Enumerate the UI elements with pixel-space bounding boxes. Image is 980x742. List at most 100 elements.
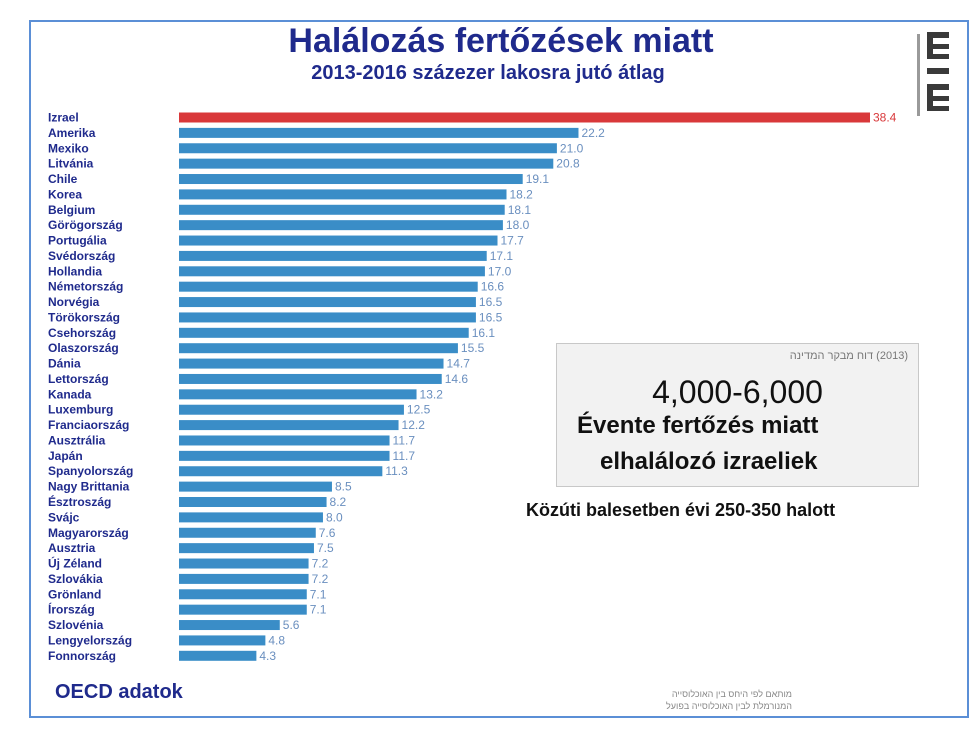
category-label: Törökország	[48, 310, 120, 324]
category-label: Amerika	[48, 126, 96, 140]
value-label: 17.0	[488, 264, 512, 278]
mlm-logo-icon	[917, 32, 949, 116]
category-label: Luxemburg	[48, 403, 113, 417]
bar	[179, 373, 442, 384]
category-label: Új Zéland	[48, 556, 102, 571]
bar	[179, 266, 485, 277]
chart-subtitle: 2013-2016 százezer lakosra jutó átlag	[311, 62, 665, 84]
value-label: 8.0	[326, 510, 343, 524]
category-label: Franciaország	[48, 418, 129, 432]
value-label: 5.6	[283, 618, 300, 632]
bar	[179, 312, 476, 323]
category-label: Csehország	[48, 326, 116, 340]
category-label: Hollandia	[48, 264, 102, 278]
chart-title: Halálozás fertőzések miatt	[288, 22, 714, 60]
category-label: Dánia	[48, 357, 81, 371]
bar	[179, 589, 307, 600]
bar	[179, 420, 399, 431]
category-label: Chile	[48, 172, 78, 186]
category-label: Belgium	[48, 203, 95, 217]
category-label: Norvégia	[48, 295, 100, 309]
category-label: Izrael	[48, 111, 79, 125]
category-label: Olaszország	[48, 341, 119, 355]
category-label: Ausztria	[48, 541, 96, 555]
info-box: (2013) דוח מבקר המדינה 4,000-6,000 Évent…	[556, 343, 919, 487]
footnote-line-2: המנורמלת לבין האוכלוסייה בפועל	[666, 701, 792, 711]
value-label: 13.2	[420, 387, 444, 401]
footnote: מותאם לפי היחס בין האוכלוסייה המנורמלת ל…	[666, 688, 792, 712]
value-label: 12.5	[407, 403, 431, 417]
bar	[179, 543, 314, 554]
value-label: 11.3	[385, 464, 408, 478]
category-label: Fonnország	[48, 649, 116, 663]
bar	[179, 204, 505, 215]
value-label: 16.1	[472, 326, 496, 340]
source-label: OECD adatok	[55, 681, 183, 703]
bar	[179, 250, 487, 261]
bar	[179, 297, 476, 308]
category-label: Svédország	[48, 249, 115, 263]
category-label: Kanada	[48, 387, 92, 401]
value-label: 4.8	[268, 633, 285, 647]
bar	[179, 481, 332, 492]
category-label: Németország	[48, 280, 123, 294]
bar	[179, 143, 557, 154]
footnote-line-1: מותאם לפי היחס בין האוכלוסייה	[671, 689, 792, 699]
category-label: Japán	[48, 449, 83, 463]
bar	[179, 189, 507, 200]
category-label: Görögország	[48, 218, 123, 232]
value-label: 7.1	[310, 603, 327, 617]
value-label: 20.8	[556, 157, 580, 171]
category-label: Ausztrália	[48, 433, 106, 447]
category-label: Grönland	[48, 587, 101, 601]
value-label: 17.7	[501, 234, 525, 248]
bar	[179, 573, 309, 584]
value-label: 18.1	[508, 203, 532, 217]
category-label: Lengyelország	[48, 633, 132, 647]
bar	[179, 450, 390, 461]
bar	[179, 635, 266, 646]
category-label: Litvánia	[48, 157, 94, 171]
bar	[179, 497, 327, 507]
value-label: 12.2	[402, 418, 426, 432]
value-label: 19.1	[526, 172, 550, 186]
bar	[179, 158, 554, 169]
value-label: 4.3	[259, 649, 276, 663]
value-label: 11.7	[393, 449, 416, 463]
value-label: 8.2	[330, 495, 347, 509]
bar	[179, 281, 478, 292]
value-label: 7.6	[319, 526, 336, 540]
value-label: 7.2	[312, 557, 329, 571]
value-label: 15.5	[461, 341, 485, 355]
bar	[179, 527, 316, 538]
bar	[179, 327, 469, 338]
road-accident-note: Közúti balesetben évi 250-350 halott	[526, 500, 836, 520]
value-label: 18.0	[506, 218, 530, 232]
value-label: 8.5	[335, 480, 352, 494]
category-label: Mexiko	[48, 141, 89, 155]
info-caption: (2013) דוח מבקר המדינה	[789, 350, 908, 362]
category-label: Észtroszág	[48, 494, 111, 509]
category-label: Svájc	[48, 510, 80, 524]
info-line-1: Évente fertőzés miatt	[577, 412, 819, 439]
category-label: Nagy Brittania	[48, 480, 130, 494]
value-label: 7.5	[317, 541, 334, 555]
bar	[179, 343, 458, 354]
bar	[179, 512, 323, 523]
value-label: 17.1	[490, 249, 514, 263]
info-line-2: elhalálozó izraeliek	[600, 448, 818, 475]
bar	[179, 435, 390, 446]
bar	[179, 620, 280, 631]
category-label: Korea	[48, 187, 82, 201]
value-label: 22.2	[581, 126, 605, 140]
bar	[179, 558, 309, 569]
category-label: Szlovákia	[48, 572, 103, 586]
category-label: Szlovénia	[48, 618, 104, 632]
category-label: Írország	[48, 602, 95, 617]
category-label: Lettország	[48, 372, 109, 386]
value-label: 11.7	[393, 433, 416, 447]
value-label: 7.1	[310, 587, 327, 601]
bar	[179, 220, 503, 231]
value-label: 7.2	[312, 572, 329, 586]
